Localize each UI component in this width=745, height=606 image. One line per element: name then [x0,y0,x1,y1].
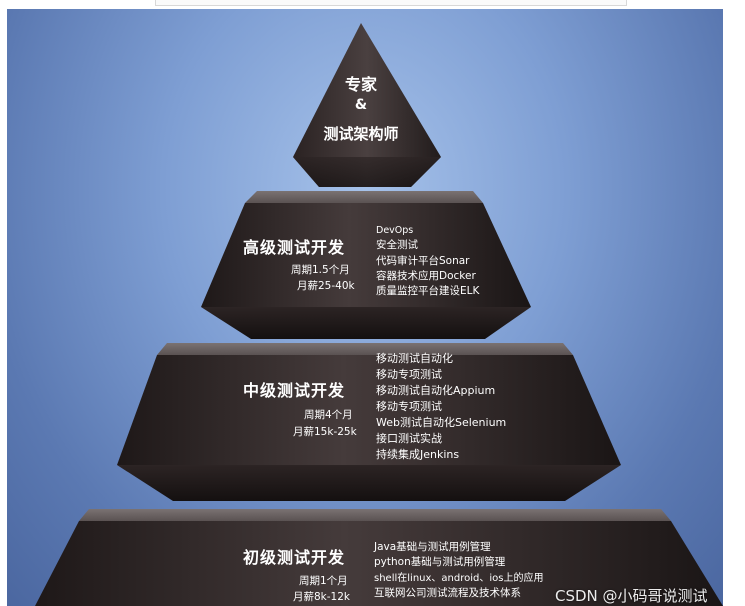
intermediate-title: 中级测试开发 [243,381,346,400]
csdn-watermark: CSDN @小码哥说测试 [555,587,708,605]
pyramid-diagram: 专家 & 测试架构师 高级测试开发 周期1.5个月 月薪25-40k DevOp… [7,9,723,606]
senior-title: 高级测试开发 [243,238,346,257]
senior-top [245,191,483,203]
junior-skill-list: Java基础与测试用例管理 python基础与测试用例管理 shell在linu… [374,540,543,601]
intermediate-skill: 移动测试自动化Appium [376,384,496,397]
senior-skill: DevOps [376,225,414,236]
intermediate-period: 周期4个月 [304,409,353,421]
senior-skill: 代码审计平台Sonar [376,254,470,267]
intermediate-skill: Web测试自动化Selenium [376,416,507,429]
intermediate-bottom [117,465,621,501]
junior-salary: 月薪8k-12k [293,591,350,603]
intermediate-top [157,343,573,355]
senior-skill-list: DevOps 安全测试 代码审计平台Sonar 容器技术应用Docker 质量监… [376,223,479,299]
intermediate-skill: 移动专项测试 [376,368,442,381]
intermediate-skill: 移动测试自动化 [376,352,453,365]
intermediate-skill: 持续集成Jenkins [376,448,460,461]
intermediate-skill-list: 移动测试自动化 移动专项测试 移动测试自动化Appium 移动专项测试 Web测… [376,351,506,463]
junior-skill: python基础与测试用例管理 [374,556,506,569]
level-expert: 专家 & 测试架构师 高级测试开发 周期1.5个月 月薪25-40k DevOp… [7,9,723,606]
junior-skill: shell在linux、android、ios上的应用 [374,572,544,584]
senior-period: 周期1.5个月 [291,264,350,276]
junior-skill: Java基础与测试用例管理 [374,541,491,553]
junior-top [79,509,671,521]
senior-salary: 月薪25-40k [297,280,355,292]
apex-face [293,23,441,187]
level-expert-shape [35,23,723,606]
senior-bottom [201,307,531,339]
expert-title-line1: 专家 [344,75,377,94]
junior-face [35,521,723,606]
expert-title-amp: & [354,97,368,113]
senior-skill: 容器技术应用Docker [376,269,476,282]
top-bar [155,0,627,6]
apex-bottom [293,157,441,187]
intermediate-salary: 月薪15k-25k [293,426,357,438]
intermediate-skill: 接口测试实战 [376,432,442,445]
junior-skill: 互联网公司测试流程及技术体系 [374,586,521,599]
intermediate-skill: 移动专项测试 [376,400,442,413]
senior-skill: 安全测试 [376,239,418,252]
senior-face [201,203,531,307]
junior-title: 初级测试开发 [243,548,346,567]
junior-period: 周期1个月 [299,575,348,587]
expert-title-line2: 测试架构师 [323,125,399,143]
intermediate-face [117,355,621,465]
senior-skill: 质量监控平台建设ELK [376,285,480,298]
